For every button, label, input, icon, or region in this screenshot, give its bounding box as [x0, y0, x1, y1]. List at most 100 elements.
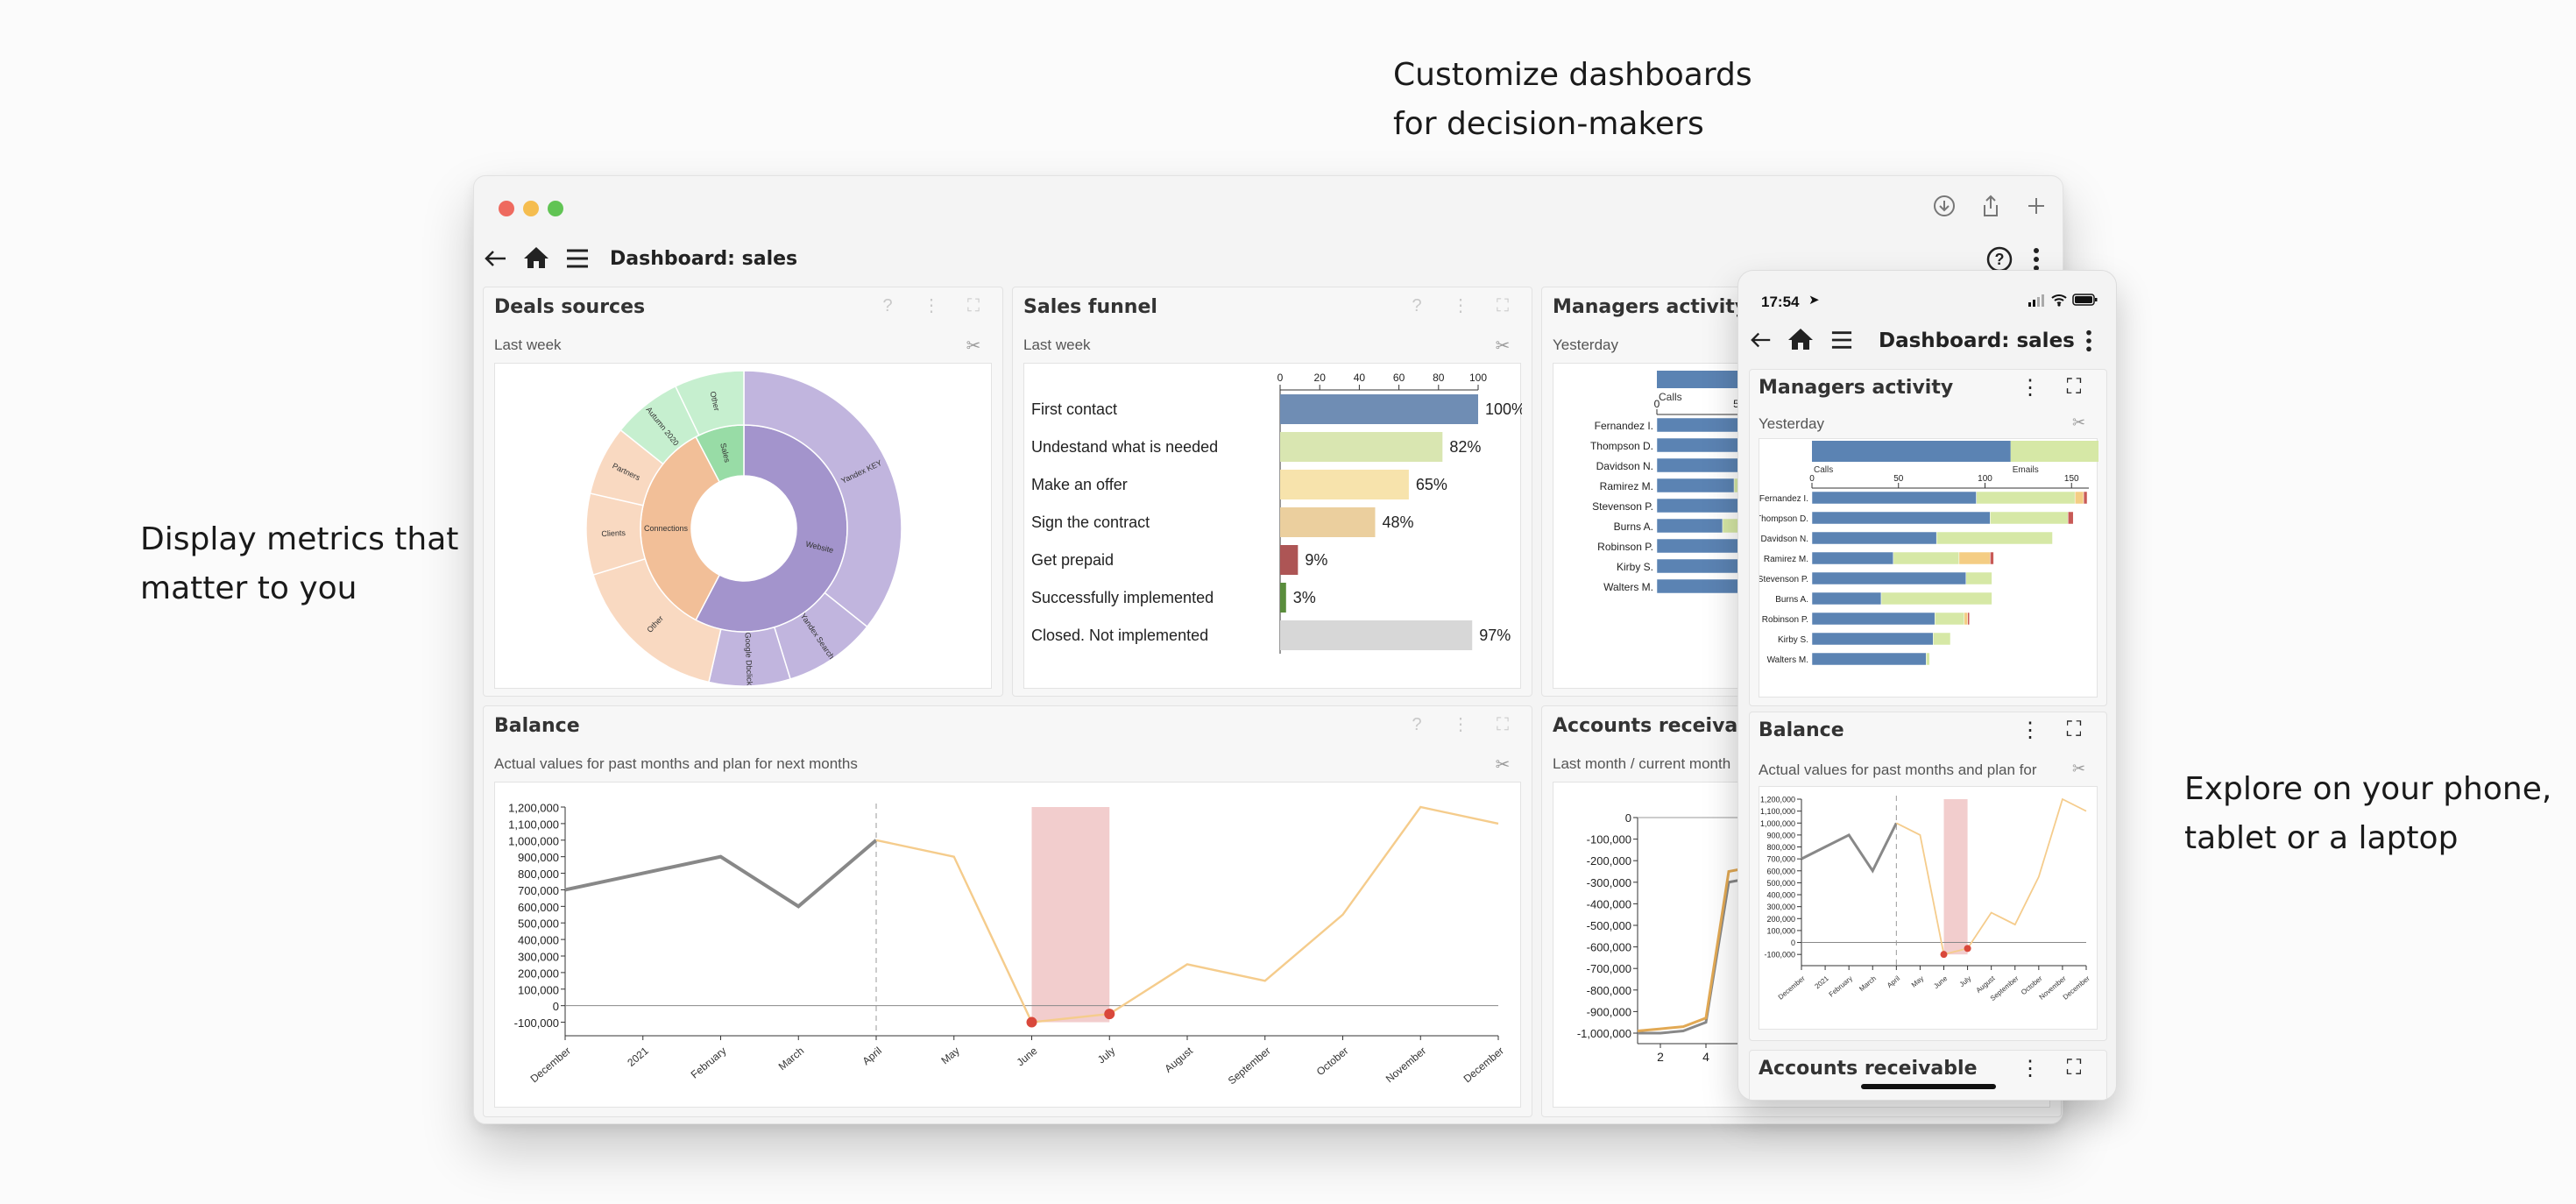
y-tick-label: 400,000 [518, 934, 559, 947]
menu-icon[interactable] [1829, 329, 1854, 355]
more-vertical-icon[interactable]: ⋮ [2020, 719, 2041, 742]
fullscreen-icon[interactable]: ⛶ [2066, 1056, 2082, 1080]
y-tick-label: 300,000 [518, 951, 559, 964]
y-tick-label: 0 [1791, 938, 1795, 947]
tools-icon[interactable]: ✂ [1495, 755, 1511, 775]
y-tick-label: 1,200,000 [1760, 796, 1795, 804]
window-titlebar [474, 176, 2063, 237]
minimize-window-button[interactable] [523, 201, 539, 216]
y-tick-label: 0 [553, 1000, 559, 1013]
fullscreen-icon[interactable]: ⛶ [1497, 715, 1509, 734]
home-icon[interactable] [1787, 327, 1814, 356]
category-label: Kirby S. [1617, 561, 1653, 573]
x-tick-label: March [776, 1045, 807, 1073]
x-tick-label: 2021 [625, 1045, 651, 1069]
more-vertical-icon[interactable]: ⋮ [923, 296, 940, 315]
y-tick-label: -100,000 [1587, 833, 1631, 846]
y-tick-label: 100,000 [1766, 926, 1795, 935]
stacked-bar-segment [1811, 531, 1937, 545]
category-label: Undestand what is needed [1031, 438, 1218, 456]
y-tick-label: 900,000 [1766, 831, 1795, 839]
tools-icon[interactable]: ✂ [966, 336, 981, 356]
x-tick-label: 4 [1702, 1050, 1709, 1064]
x-tick-label: December [2062, 974, 2091, 1002]
funnel-bar [1280, 620, 1473, 650]
back-arrow-icon[interactable] [1749, 329, 1773, 356]
panel-subtitle: Yesterday [1759, 415, 1824, 432]
stacked-bar-segment [1893, 551, 1960, 565]
fullscreen-icon[interactable]: ⛶ [1497, 296, 1509, 315]
fullscreen-icon[interactable]: ⛶ [2066, 718, 2082, 741]
x-tick-label: 80 [1433, 372, 1445, 384]
fullscreen-icon[interactable]: ⛶ [2066, 375, 2082, 399]
sunburst-outer-segment [674, 370, 745, 436]
maximize-window-button[interactable] [548, 201, 563, 216]
x-tick-label: August [1162, 1045, 1195, 1075]
x-tick-label: 0 [1654, 398, 1660, 410]
panel-subtitle: Last month / current month [1553, 755, 1731, 772]
category-label: Get prepaid [1031, 551, 1114, 569]
deals-chart-area: Website Connections Sales Yandex KEY Yandex … [494, 363, 992, 689]
download-icon[interactable] [1931, 194, 1957, 220]
fullscreen-icon[interactable]: ⛶ [967, 296, 980, 315]
x-tick-label: July [1958, 974, 1973, 988]
sales-funnel-panel: Sales funnel ? ⋮ ⛶ Last week ✂ 0 20 40 60 80… [1012, 287, 1532, 697]
close-window-button[interactable] [499, 201, 514, 216]
home-icon[interactable] [523, 245, 549, 274]
category-label: Stevenson P. [1759, 575, 1808, 584]
more-vertical-icon[interactable]: ⋮ [2020, 376, 2041, 400]
plus-icon[interactable] [2023, 194, 2049, 220]
y-tick-label: 0 [1625, 811, 1631, 825]
risk-marker [1940, 951, 1948, 959]
x-tick-label: 100 [1469, 372, 1487, 384]
tools-icon[interactable]: ✂ [1495, 336, 1511, 356]
category-label: Burns A. [1614, 521, 1653, 533]
more-vertical-icon[interactable]: ⋮ [2020, 1057, 2041, 1080]
y-tick-label: -700,000 [1587, 962, 1631, 975]
stacked-bar-segment [1990, 551, 1994, 565]
category-label: Ramirez M. [1600, 480, 1653, 492]
legend-swatch [1812, 441, 2011, 462]
y-tick-label: 200,000 [518, 967, 559, 980]
phone-receivable-panel: Accounts receivable ⋮ ⛶ [1749, 1050, 2107, 1100]
menu-icon[interactable] [565, 247, 590, 274]
y-tick-label: 1,100,000 [508, 818, 559, 831]
phone-time: 17:54 [1761, 294, 1800, 310]
more-vertical-icon[interactable] [2084, 329, 2093, 358]
stacked-bar-segment [1958, 551, 1991, 565]
risk-marker [1026, 1016, 1037, 1028]
more-vertical-icon[interactable]: ⋮ [1452, 296, 1469, 315]
y-tick-label: 800,000 [1766, 843, 1795, 852]
x-tick-label: 150 [2064, 474, 2079, 484]
category-label: Robinson P. [1762, 615, 1808, 625]
panel-title: Accounts receivable [1759, 1058, 1978, 1080]
home-indicator[interactable] [1861, 1084, 1996, 1089]
plan-gap-highlight [1031, 807, 1110, 1023]
x-tick-label: 0 [1809, 474, 1815, 484]
caption-left: Display metrics that matter to you [140, 515, 458, 613]
x-tick-label: 2 [1657, 1050, 1664, 1064]
more-vertical-icon[interactable]: ⋮ [1452, 715, 1469, 734]
dashboard-title: Dashboard: sales [610, 248, 798, 270]
more-vertical-icon[interactable] [2032, 246, 2041, 277]
help-icon[interactable]: ? [1412, 296, 1422, 315]
y-tick-label: 1,100,000 [1760, 807, 1795, 816]
wifi-icon [2050, 293, 2068, 311]
share-icon[interactable] [1978, 194, 2004, 220]
y-tick-label: 900,000 [518, 851, 559, 864]
dashboard-toolbar: Dashboard: sales ? [474, 237, 2063, 281]
category-label: Make an offer [1031, 476, 1128, 493]
y-tick-label: 700,000 [518, 884, 559, 897]
tools-icon[interactable]: ✂ [2072, 414, 2086, 431]
panel-subtitle: Yesterday [1553, 336, 1618, 353]
risk-marker [1964, 945, 1971, 953]
help-icon[interactable]: ? [882, 296, 893, 315]
tools-icon[interactable]: ✂ [2072, 760, 2086, 777]
value-label: 97% [1479, 627, 1511, 644]
back-arrow-icon[interactable] [483, 246, 509, 275]
help-icon[interactable]: ? [1412, 715, 1422, 734]
stacked-bar-segment [1990, 511, 2069, 525]
stacked-bar-segment [1811, 652, 1927, 666]
y-tick-label: -1,000,000 [1577, 1027, 1631, 1040]
balance-chart-area: 1,200,000 1,100,000 1,000,000 900,000 800,00… [494, 782, 1521, 1108]
